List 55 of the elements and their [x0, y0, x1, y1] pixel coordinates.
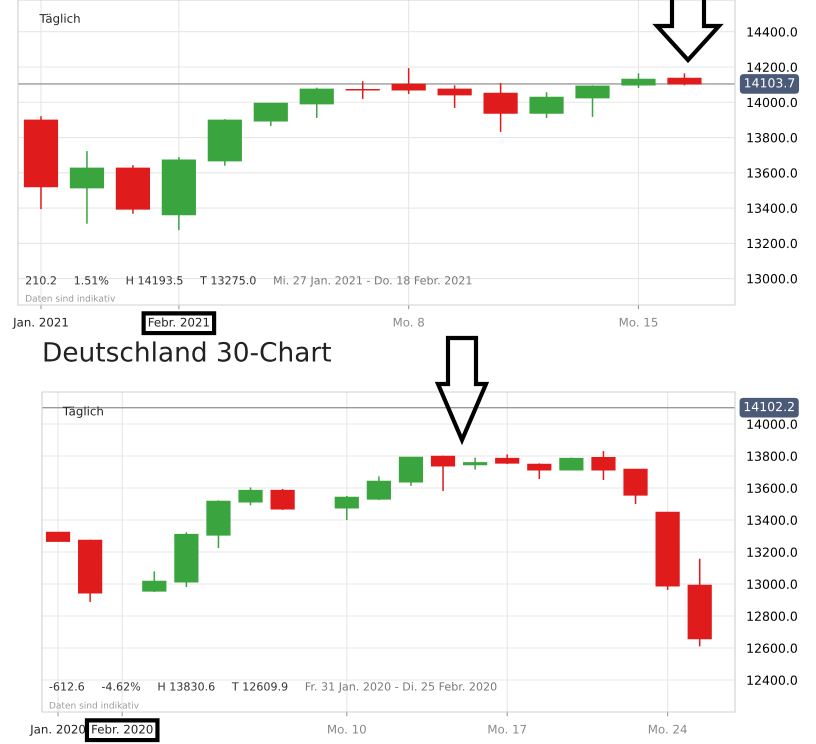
candlestick [430, 454, 456, 492]
y-tick-label: 12400.0 [747, 675, 797, 685]
y-tick-label: 13800.0 [747, 451, 797, 461]
candlestick [591, 450, 616, 481]
annotation: Fr. 31 Jan. 2020 - Di. 25 Febr. 2020 [306, 682, 496, 693]
annotation: Daten sind indikativ [26, 294, 116, 302]
ref-line-label: 14102.2 [744, 402, 794, 412]
candlestick [334, 495, 359, 521]
annotation: -612.6 [49, 682, 84, 691]
x-tick-label: Mo. 10 [328, 724, 366, 734]
candlestick [527, 462, 552, 480]
annotation: T 12609.9 [232, 682, 288, 691]
annotation: 1.51% [74, 276, 108, 285]
y-tick-label: 13800.0 [747, 132, 797, 142]
annotation: H 14193.5 [126, 276, 182, 285]
x-tick-label: Mo. 8 [394, 318, 424, 327]
y-tick-label: 13600.0 [747, 483, 797, 493]
x-tick-label: Jan. 2021 [12, 318, 68, 329]
annotation: -4.62% [102, 682, 140, 691]
chart-title: Deutschland 30-Chart [44, 341, 331, 362]
y-tick-label: 13600.0 [747, 168, 797, 178]
y-tick-label: 13200.0 [747, 547, 797, 557]
y-tick-label: 14000.0 [747, 419, 797, 429]
candlestick [142, 570, 166, 593]
candlestick [495, 454, 520, 465]
x-tick-label: Mo. 24 [648, 724, 687, 734]
y-tick-label: 12600.0 [747, 643, 797, 653]
y-tick-label: 13400.0 [747, 515, 797, 525]
x-tick-label: Febr. 2020 [92, 724, 153, 734]
y-tick-label: 14200.0 [747, 62, 797, 72]
y-tick-label: 13400.0 [747, 204, 797, 213]
candlestick [559, 456, 584, 471]
y-tick-label: 14000.0 [747, 98, 797, 108]
candlestick [366, 476, 391, 501]
annotation: Mi. 27 Jan. 2021 - Do. 18 Febr. 2021 [274, 276, 472, 287]
candlestick [270, 488, 295, 511]
candlestick [463, 456, 488, 470]
annotation: T 13275.0 [200, 276, 256, 285]
annotation: Täglich [62, 406, 103, 418]
y-tick-label: 13000.0 [747, 579, 797, 589]
x-tick-label: Febr. 2021 [148, 318, 209, 327]
x-tick-label: Jan. 2020 [30, 724, 86, 736]
y-tick-label: 13000.0 [747, 274, 797, 284]
annotation: Täglich [39, 14, 80, 26]
x-tick-label: Mo. 15 [620, 318, 658, 327]
ref-line-label: 14103.7 [744, 78, 794, 88]
candlestick [238, 486, 263, 506]
y-tick-label: 13200.0 [747, 238, 797, 248]
x-tick-label: Mo. 17 [488, 724, 526, 734]
annotation: Daten sind indikativ [50, 702, 139, 709]
y-tick-label: 14400.0 [747, 27, 797, 37]
candlestick [346, 80, 380, 100]
y-tick-label: 12800.0 [747, 611, 797, 621]
annotation: 210.2 [26, 276, 56, 285]
annotation: H 13830.6 [158, 682, 215, 691]
